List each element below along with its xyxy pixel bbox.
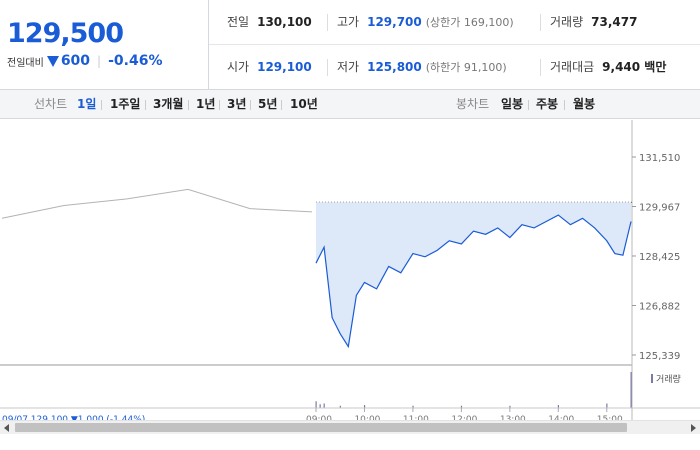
volume-bar — [323, 403, 325, 408]
volume-bar — [363, 405, 366, 408]
y-tick-label: 128,425 — [639, 252, 680, 263]
quote-panel: 129,500 전일대비 600 | -0.46% 전일 130,100 고가 12… — [0, 0, 700, 90]
stat-label: 거래대금 — [550, 60, 595, 74]
tab-divider — [188, 100, 189, 110]
tab-1w[interactable]: 1주일 — [110, 97, 141, 111]
price-stats: 전일 130,100 고가 129,700 (상한가 169,100) 거래량 73,4… — [209, 0, 700, 90]
chart-toolbar: 선차트 1일 1주일 3개월 1년 3년 5년 10년 봉차트 일봉 주봉 월봉 — [0, 90, 700, 119]
stat-value: 9,440 백만 — [602, 60, 667, 74]
tab-monthly-candle[interactable]: 월봉 — [573, 97, 596, 111]
current-price-box: 129,500 전일대비 600 | -0.46% — [0, 0, 209, 90]
tab-3y[interactable]: 3년 — [227, 97, 247, 111]
stat-label: 저가 — [337, 60, 360, 74]
volume-legend-label: 거래량 — [656, 373, 681, 385]
stat-label: 고가 — [337, 15, 360, 29]
stat-open: 시가 129,100 — [227, 45, 312, 90]
x-tick-label: 11:00 — [403, 415, 429, 420]
stat-value: 73,477 — [591, 15, 638, 29]
stats-row-2: 시가 129,100 저가 125,800 (하한가 91,100) 거래대금 9,44… — [209, 45, 700, 90]
tab-divider — [528, 100, 529, 110]
tab-5y[interactable]: 5년 — [258, 97, 278, 111]
x-tick-label: 13:00 — [500, 415, 526, 420]
price-chart[interactable]: 131,510 129,967 128,425 126,882 125,339 거래량 09… — [0, 120, 700, 450]
upper-limit: (상한가 169,100) — [425, 16, 514, 29]
change-value: 600 — [60, 53, 91, 69]
stat-value: 125,800 — [367, 60, 422, 74]
change-divider: | — [97, 54, 102, 68]
price-change: 전일대비 600 | -0.46% — [7, 53, 162, 69]
volume-bar — [412, 405, 414, 408]
stats-row-1: 전일 130,100 고가 129,700 (상한가 169,100) 거래량 73,4… — [209, 0, 700, 45]
lower-limit: (하한가 91,100) — [425, 61, 507, 74]
tab-10y[interactable]: 10년 — [290, 97, 318, 111]
y-tick-label: 131,510 — [639, 153, 680, 164]
stat-divider — [327, 14, 328, 31]
volume-legend-swatch — [651, 374, 653, 383]
y-tick-label: 126,882 — [639, 301, 680, 312]
x-tick-label: 15:00 — [597, 415, 623, 420]
current-price: 129,500 — [7, 18, 124, 49]
tab-3m[interactable]: 3개월 — [153, 97, 184, 111]
stat-divider — [540, 59, 541, 76]
x-tick-label: 12:00 — [451, 415, 477, 420]
price-chart-svg[interactable]: 131,510 129,967 128,425 126,882 125,339 거래량 09… — [0, 120, 700, 420]
candle-chart-label: 봉차트 — [456, 97, 490, 111]
stat-value: 129,100 — [257, 60, 312, 74]
tab-1y[interactable]: 1년 — [196, 97, 216, 111]
tab-daily-candle[interactable]: 일봉 — [501, 97, 524, 111]
tab-divider — [145, 100, 146, 110]
stat-divider — [540, 14, 541, 31]
x-tick-label: 09:00 — [306, 415, 332, 420]
stat-label: 전일 — [227, 15, 250, 29]
today-price-line — [315, 214, 632, 349]
x-tick-label: 10:00 — [354, 415, 380, 420]
volume-bar — [509, 405, 511, 408]
tab-divider — [219, 100, 220, 110]
down-arrow-icon — [46, 55, 59, 67]
previous-day-label: 09/07 129,100 ▼1,000 (-1.44%) — [2, 415, 145, 420]
tab-weekly-candle[interactable]: 주봉 — [536, 97, 559, 111]
scrollbar-thumb[interactable] — [15, 423, 627, 432]
tab-divider — [281, 100, 282, 110]
tab-divider — [564, 100, 565, 110]
stat-high: 고가 129,700 (상한가 169,100) — [327, 0, 514, 45]
previous-day-line — [1, 188, 313, 219]
stat-value: 129,700 — [367, 15, 422, 29]
stat-trade-value: 거래대금 9,440 백만 — [540, 45, 667, 90]
volume-bar — [630, 372, 632, 408]
stat-volume: 거래량 73,477 — [540, 0, 638, 45]
y-tick-label: 129,967 — [639, 203, 680, 214]
change-percent: -0.46% — [108, 53, 163, 69]
stat-prev-close: 전일 130,100 — [227, 0, 312, 45]
scroll-right-icon[interactable] — [691, 424, 696, 432]
x-tick-label: 14:00 — [548, 415, 574, 420]
tab-divider — [250, 100, 251, 110]
tab-1d[interactable]: 1일 — [77, 97, 97, 111]
stat-value: 130,100 — [257, 15, 312, 29]
stat-label: 거래량 — [550, 15, 584, 29]
volume-bar — [606, 403, 608, 408]
stat-low: 저가 125,800 (하한가 91,100) — [327, 45, 507, 90]
y-tick-label: 125,339 — [639, 351, 680, 362]
stat-divider — [327, 59, 328, 76]
volume-bar — [460, 405, 463, 408]
horizontal-scrollbar[interactable] — [0, 420, 700, 434]
change-label: 전일대비 — [7, 57, 44, 69]
stat-label: 시가 — [227, 60, 250, 74]
scroll-left-icon[interactable] — [4, 424, 9, 432]
line-chart-label: 선차트 — [34, 97, 68, 111]
volume-bar — [315, 401, 317, 408]
tab-divider — [101, 100, 102, 110]
volume-bar — [319, 404, 321, 408]
volume-bar — [557, 405, 560, 408]
volume-bar — [339, 405, 341, 408]
today-price-area — [316, 202, 631, 347]
